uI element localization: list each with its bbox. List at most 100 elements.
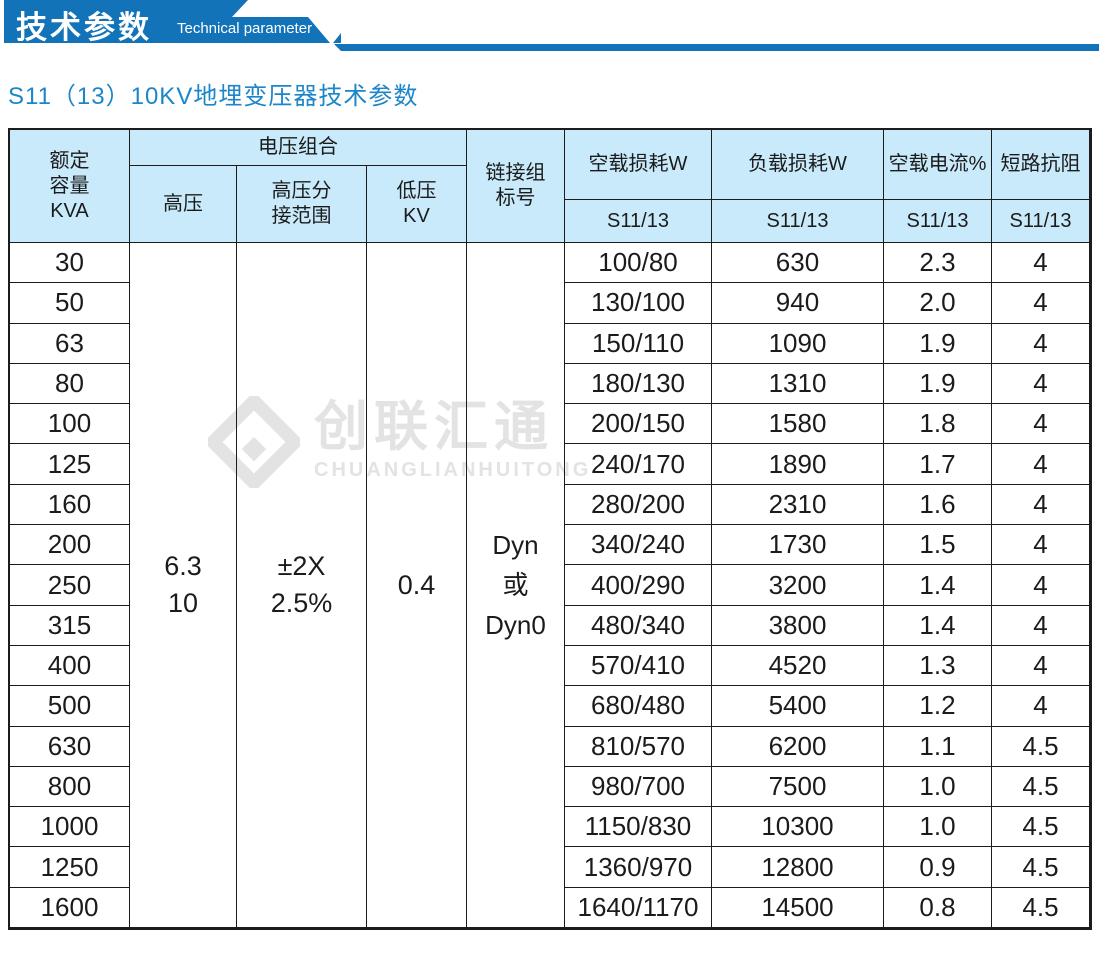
cell-kva: 1250 [10, 847, 130, 888]
cell-tap-range: ±2X 2.5% [237, 243, 367, 929]
cell-short-circuit: 4 [992, 525, 1090, 566]
cell-no-load-loss: 200/150 [565, 404, 712, 445]
cell-load-loss: 1580 [712, 404, 884, 445]
cell-no-load-current: 0.8 [884, 887, 992, 929]
cell-no-load-loss: 100/80 [565, 243, 712, 284]
cell-short-circuit: 4 [992, 444, 1090, 485]
cell-no-load-loss: 570/410 [565, 645, 712, 687]
parameters-table: 额定 容量 KVA 电压组合 高压 高压分 接范围 低压 KV 链接组 标号 空… [8, 128, 1092, 931]
cell-no-load-current: 2.0 [884, 283, 992, 324]
cell-load-loss: 1730 [712, 525, 884, 566]
header-tap-range: 高压分 接范围 [237, 166, 367, 243]
cell-no-load-current: 1.3 [884, 645, 992, 687]
cell-no-load-current: 1.8 [884, 404, 992, 445]
cell-short-circuit: 4 [992, 404, 1090, 445]
cell-kva: 50 [10, 283, 130, 324]
watermark: 创联汇通 CHUANGLIANHUITONG [208, 396, 591, 488]
cell-no-load-loss: 400/290 [565, 565, 712, 606]
cell-load-loss: 3800 [712, 605, 884, 646]
cell-no-load-loss: 680/480 [565, 686, 712, 727]
cell-load-loss: 2310 [712, 484, 884, 526]
header-short-circuit: 短路抗阻 [992, 130, 1090, 200]
header-high-voltage: 高压 [130, 166, 237, 243]
cell-short-circuit: 4.5 [992, 766, 1090, 808]
header-vector-group: 链接组 标号 [467, 130, 565, 243]
cell-kva: 500 [10, 686, 130, 727]
cell-kva: 100 [10, 404, 130, 445]
cell-kva: 125 [10, 444, 130, 485]
cell-no-load-current: 1.1 [884, 726, 992, 767]
cell-load-loss: 4520 [712, 645, 884, 687]
cell-load-loss: 940 [712, 283, 884, 324]
watermark-cn: 创联汇通 [314, 397, 554, 457]
cell-short-circuit: 4 [992, 686, 1090, 727]
cell-load-loss: 7500 [712, 766, 884, 808]
cell-short-circuit: 4 [992, 565, 1090, 606]
cell-kva: 30 [10, 243, 130, 284]
cell-short-circuit: 4 [992, 363, 1090, 405]
cell-vector-group: Dyn 或 Dyn0 [467, 243, 565, 929]
cell-no-load-current: 1.0 [884, 807, 992, 848]
cell-no-load-loss: 240/170 [565, 444, 712, 485]
cell-no-load-loss: 280/200 [565, 484, 712, 526]
cell-no-load-current: 1.5 [884, 525, 992, 566]
cell-no-load-loss: 480/340 [565, 605, 712, 646]
cell-load-loss: 5400 [712, 686, 884, 727]
header-voltage-group: 电压组合 [130, 130, 467, 166]
cell-load-loss: 14500 [712, 887, 884, 929]
cell-short-circuit: 4.5 [992, 887, 1090, 929]
cell-no-load-current: 1.9 [884, 323, 992, 364]
header-model-load-loss: S11/13 [712, 200, 884, 243]
cell-kva: 250 [10, 565, 130, 606]
cell-no-load-loss: 340/240 [565, 525, 712, 566]
header-no-load-current: 空载电流% [884, 130, 992, 200]
banner-title-en: Technical parameter [177, 20, 313, 37]
header-rated-capacity: 额定 容量 KVA [10, 130, 130, 243]
cell-kva: 400 [10, 645, 130, 687]
header-no-load-loss: 空载损耗W [565, 130, 712, 200]
cell-short-circuit: 4 [992, 243, 1090, 284]
cell-short-circuit: 4.5 [992, 807, 1090, 848]
banner: 技术参数 Technical parameter [0, 0, 1099, 56]
header-model-no-load-current: S11/13 [884, 200, 992, 243]
cell-short-circuit: 4 [992, 605, 1090, 646]
cell-no-load-loss: 180/130 [565, 363, 712, 405]
cell-kva: 63 [10, 323, 130, 364]
cell-load-loss: 6200 [712, 726, 884, 767]
cell-kva: 1600 [10, 887, 130, 929]
cell-no-load-loss: 980/700 [565, 766, 712, 808]
cell-load-loss: 12800 [712, 847, 884, 888]
cell-kva: 1000 [10, 807, 130, 848]
cell-short-circuit: 4 [992, 283, 1090, 324]
cell-no-load-current: 0.9 [884, 847, 992, 888]
banner-ribbon-shape [4, 0, 1099, 51]
cell-short-circuit: 4.5 [992, 726, 1090, 767]
diamond-chevron-logo-icon [208, 396, 300, 488]
cell-load-loss: 3200 [712, 565, 884, 606]
cell-no-load-current: 1.7 [884, 444, 992, 485]
cell-kva: 800 [10, 766, 130, 808]
watermark-text: 创联汇通 CHUANGLIANHUITONG [314, 396, 591, 482]
cell-no-load-current: 1.4 [884, 565, 992, 606]
table-body: 6.3 10 ±2X 2.5% 0.4 Dyn 或 Dyn0 30 100/80 630 2.… [10, 243, 1090, 929]
cell-low-voltage: 0.4 [367, 243, 467, 929]
cell-no-load-loss: 1360/970 [565, 847, 712, 888]
cell-short-circuit: 4 [992, 484, 1090, 526]
header-low-voltage: 低压 KV [367, 166, 467, 243]
cell-no-load-current: 2.3 [884, 243, 992, 284]
cell-no-load-current: 1.4 [884, 605, 992, 646]
header-load-loss: 负载损耗W [712, 130, 884, 200]
cell-no-load-current: 1.6 [884, 484, 992, 526]
cell-kva: 315 [10, 605, 130, 646]
cell-no-load-current: 1.0 [884, 766, 992, 808]
page-title: S11（13）10KV地埋变压器技术参数 [8, 83, 419, 110]
cell-high-voltage: 6.3 10 [130, 243, 237, 929]
cell-load-loss: 1090 [712, 323, 884, 364]
cell-no-load-loss: 130/100 [565, 283, 712, 324]
cell-short-circuit: 4 [992, 645, 1090, 687]
header-model-no-load-loss: S11/13 [565, 200, 712, 243]
cell-no-load-loss: 1640/1170 [565, 887, 712, 929]
cell-load-loss: 630 [712, 243, 884, 284]
cell-short-circuit: 4.5 [992, 847, 1090, 888]
cell-no-load-current: 1.2 [884, 686, 992, 727]
